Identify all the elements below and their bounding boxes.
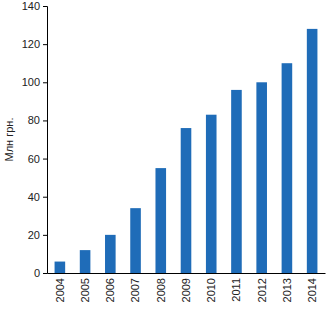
y-axis: 0 20 40 60 80 100 120 140 (22, 0, 48, 279)
y-tick-label: 80 (28, 114, 40, 126)
y-tick: 80 (28, 114, 47, 126)
y-axis-title: Млн грн. (3, 118, 15, 162)
x-tick: 2012 (256, 278, 268, 302)
y-tick: 120 (22, 38, 47, 50)
y-tick-mark (43, 120, 47, 121)
x-tick: 2008 (155, 278, 167, 302)
y-tick-mark (43, 235, 47, 236)
y-tick-label: 40 (28, 191, 40, 203)
y-tick: 60 (28, 153, 47, 165)
y-tick-mark (43, 197, 47, 198)
y-axis-line (43, 7, 48, 274)
plot: 0204060801001201402004200520062007200820… (22, 0, 326, 302)
x-tick-label: 2011 (230, 278, 242, 302)
y-tick: 100 (22, 76, 47, 88)
x-tick-label: 2014 (306, 278, 318, 302)
x-tick: 2006 (104, 278, 116, 302)
x-tick-label: 2007 (129, 278, 141, 302)
x-tick-label: 2010 (205, 278, 217, 302)
bar (307, 29, 318, 273)
y-tick-mark (43, 82, 47, 83)
x-tick-label: 2005 (79, 278, 91, 302)
bar (80, 250, 91, 273)
y-tick: 40 (28, 191, 47, 203)
y-tick-label: 0 (34, 267, 40, 279)
bars (55, 29, 318, 273)
x-tick-label: 2006 (104, 278, 116, 302)
x-tick-label: 2004 (54, 278, 66, 302)
x-tick-label: 2012 (256, 278, 268, 302)
y-tick-mark (43, 273, 47, 274)
y-tick: 140 (22, 0, 47, 12)
y-tick: 0 (34, 267, 47, 279)
y-tick-mark (43, 6, 47, 7)
bar (181, 128, 192, 273)
bar (231, 90, 242, 273)
y-tick-label: 140 (22, 0, 40, 12)
bar (105, 235, 116, 273)
x-tick: 2009 (180, 278, 192, 302)
bar (206, 115, 217, 273)
x-tick: 2007 (129, 278, 141, 302)
y-tick-mark (43, 44, 47, 45)
x-tick: 2004 (54, 278, 66, 302)
x-tick: 2010 (205, 278, 217, 302)
bar (155, 168, 166, 273)
x-tick: 2014 (306, 278, 318, 302)
x-axis: 2004 2005 2006 2007 2008 2009 2010 2011 2012 2013… (48, 274, 326, 303)
x-tick: 2011 (230, 278, 242, 302)
y-tick-label: 120 (22, 38, 40, 50)
y-tick-label: 20 (28, 229, 40, 241)
bar (282, 63, 293, 273)
x-axis-line (48, 273, 326, 274)
y-tick-mark (43, 159, 47, 160)
y-tick: 20 (28, 229, 47, 241)
y-tick-label: 100 (22, 76, 40, 88)
x-tick: 2013 (281, 278, 293, 302)
x-tick-label: 2013 (281, 278, 293, 302)
y-tick-label: 60 (28, 153, 40, 165)
bar (256, 82, 267, 273)
x-tick-label: 2009 (180, 278, 192, 302)
bar (55, 262, 66, 273)
bar (130, 208, 141, 273)
x-tick-label: 2008 (155, 278, 167, 302)
x-tick: 2005 (79, 278, 91, 302)
chart: 0204060801001201402004200520062007200820… (0, 0, 331, 313)
